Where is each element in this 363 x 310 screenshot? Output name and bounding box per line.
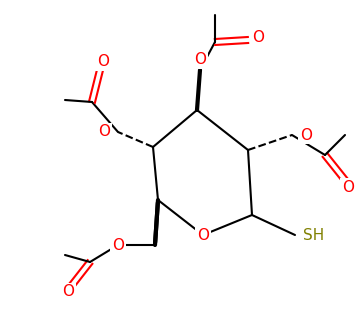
Text: O: O <box>197 228 209 242</box>
Text: O: O <box>300 127 312 143</box>
Text: O: O <box>98 125 110 140</box>
Text: O: O <box>342 179 354 194</box>
Text: O: O <box>62 285 74 299</box>
Text: O: O <box>252 30 264 46</box>
Text: O: O <box>97 55 109 69</box>
Text: O: O <box>112 237 124 253</box>
Text: O: O <box>194 52 206 68</box>
Text: SH: SH <box>303 228 324 242</box>
